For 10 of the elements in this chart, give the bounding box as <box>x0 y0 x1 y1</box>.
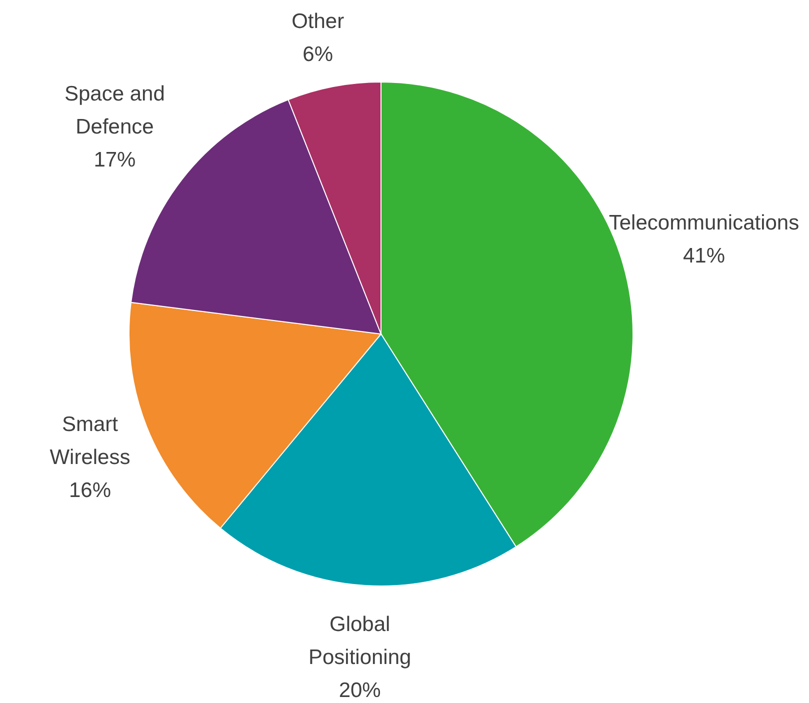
data-label: 16% <box>68 478 112 502</box>
slice-label: Global Positioning <box>308 612 412 669</box>
slice-label: Space and Defence <box>64 82 165 138</box>
slice-label: Telecommunications <box>608 211 800 234</box>
data-label: 6% <box>302 42 334 66</box>
data-label: 41% <box>682 244 726 268</box>
slice-label: Smart Wireless <box>50 412 130 469</box>
slice-label: Other <box>292 10 344 33</box>
data-label: 17% <box>94 148 136 171</box>
data-label: 20% <box>338 678 381 702</box>
